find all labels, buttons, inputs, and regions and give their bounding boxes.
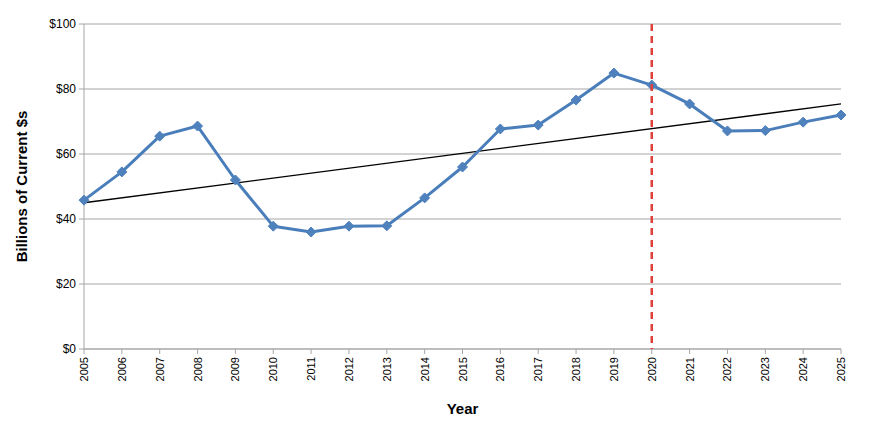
point-marker bbox=[155, 131, 165, 141]
x-tick bbox=[538, 349, 539, 354]
x-tick bbox=[841, 349, 842, 354]
y-axis-title: Billions of Current $s bbox=[13, 111, 30, 263]
x-tick-label: 2015 bbox=[457, 357, 469, 381]
y-tick-label: $20 bbox=[56, 277, 76, 291]
grid-line bbox=[84, 219, 841, 220]
x-tick-label: 2016 bbox=[494, 357, 506, 381]
x-tick-label: 2022 bbox=[721, 357, 733, 381]
trend-line bbox=[84, 104, 841, 203]
x-tick-label: 2017 bbox=[532, 357, 544, 381]
x-tick-label: 2024 bbox=[797, 357, 809, 381]
x-tick-label: 2018 bbox=[570, 357, 582, 381]
x-tick bbox=[727, 349, 728, 354]
point-marker bbox=[306, 227, 316, 237]
x-tick bbox=[765, 349, 766, 354]
x-tick-label: 2020 bbox=[646, 357, 658, 381]
point-marker bbox=[495, 124, 505, 134]
x-tick bbox=[159, 349, 160, 354]
y-axis bbox=[84, 24, 85, 349]
x-tick bbox=[500, 349, 501, 354]
y-tick-label: $80 bbox=[56, 82, 76, 96]
x-tick-label: 2019 bbox=[608, 357, 620, 381]
reference-line bbox=[651, 24, 654, 349]
point-marker bbox=[836, 110, 846, 120]
point-marker bbox=[760, 126, 770, 136]
grid-line bbox=[84, 24, 841, 25]
point-marker bbox=[685, 99, 695, 109]
y-tick bbox=[79, 284, 84, 285]
point-marker bbox=[609, 68, 619, 78]
y-tick-label: $40 bbox=[56, 212, 76, 226]
x-axis-title: Year bbox=[447, 400, 479, 417]
x-tick bbox=[613, 349, 614, 354]
x-tick-label: 2009 bbox=[229, 357, 241, 381]
x-tick bbox=[803, 349, 804, 354]
x-tick-label: 2013 bbox=[381, 357, 393, 381]
y-tick bbox=[79, 349, 84, 350]
point-marker bbox=[722, 126, 732, 136]
x-tick bbox=[424, 349, 425, 354]
grid-line bbox=[84, 284, 841, 285]
y-tick-label: $100 bbox=[49, 17, 76, 31]
point-marker bbox=[193, 121, 203, 131]
x-tick-label: 2011 bbox=[305, 357, 317, 381]
y-tick-label: $60 bbox=[56, 147, 76, 161]
point-marker bbox=[458, 162, 468, 172]
x-tick bbox=[651, 349, 652, 354]
x-tick bbox=[689, 349, 690, 354]
x-tick-label: 2025 bbox=[835, 357, 847, 381]
point-marker bbox=[533, 120, 543, 130]
x-tick bbox=[121, 349, 122, 354]
x-tick bbox=[235, 349, 236, 354]
point-marker bbox=[382, 221, 392, 231]
y-tick bbox=[79, 89, 84, 90]
point-marker bbox=[420, 193, 430, 203]
y-tick bbox=[79, 24, 84, 25]
x-tick-label: 2008 bbox=[192, 357, 204, 381]
point-marker bbox=[79, 195, 89, 205]
x-tick-label: 2007 bbox=[154, 357, 166, 381]
x-tick-label: 2023 bbox=[759, 357, 771, 381]
x-tick-label: 2010 bbox=[267, 357, 279, 381]
point-marker bbox=[571, 95, 581, 105]
x-tick-label: 2005 bbox=[78, 357, 90, 381]
point-marker bbox=[268, 221, 278, 231]
grid-line bbox=[84, 89, 841, 90]
x-tick bbox=[311, 349, 312, 354]
x-tick bbox=[197, 349, 198, 354]
x-tick-label: 2006 bbox=[116, 357, 128, 381]
chart: $0 $20 $40 $60 $80 $100 2005 2006 2007 2008 2009 20… bbox=[0, 0, 870, 427]
point-marker bbox=[798, 117, 808, 127]
series-line bbox=[84, 73, 841, 232]
y-tick-label: $0 bbox=[63, 342, 77, 356]
point-marker bbox=[117, 167, 127, 177]
x-tick-label: 2012 bbox=[343, 357, 355, 381]
y-tick bbox=[79, 219, 84, 220]
x-tick bbox=[273, 349, 274, 354]
plot-area bbox=[79, 24, 846, 349]
point-marker bbox=[230, 175, 240, 185]
x-tick-label: 2014 bbox=[419, 357, 431, 381]
x-tick bbox=[386, 349, 387, 354]
point-marker bbox=[344, 221, 354, 231]
x-tick bbox=[462, 349, 463, 354]
x-tick bbox=[84, 349, 85, 354]
x-tick-label: 2021 bbox=[684, 357, 696, 381]
x-tick bbox=[576, 349, 577, 354]
y-tick bbox=[79, 154, 84, 155]
x-tick bbox=[348, 349, 349, 354]
